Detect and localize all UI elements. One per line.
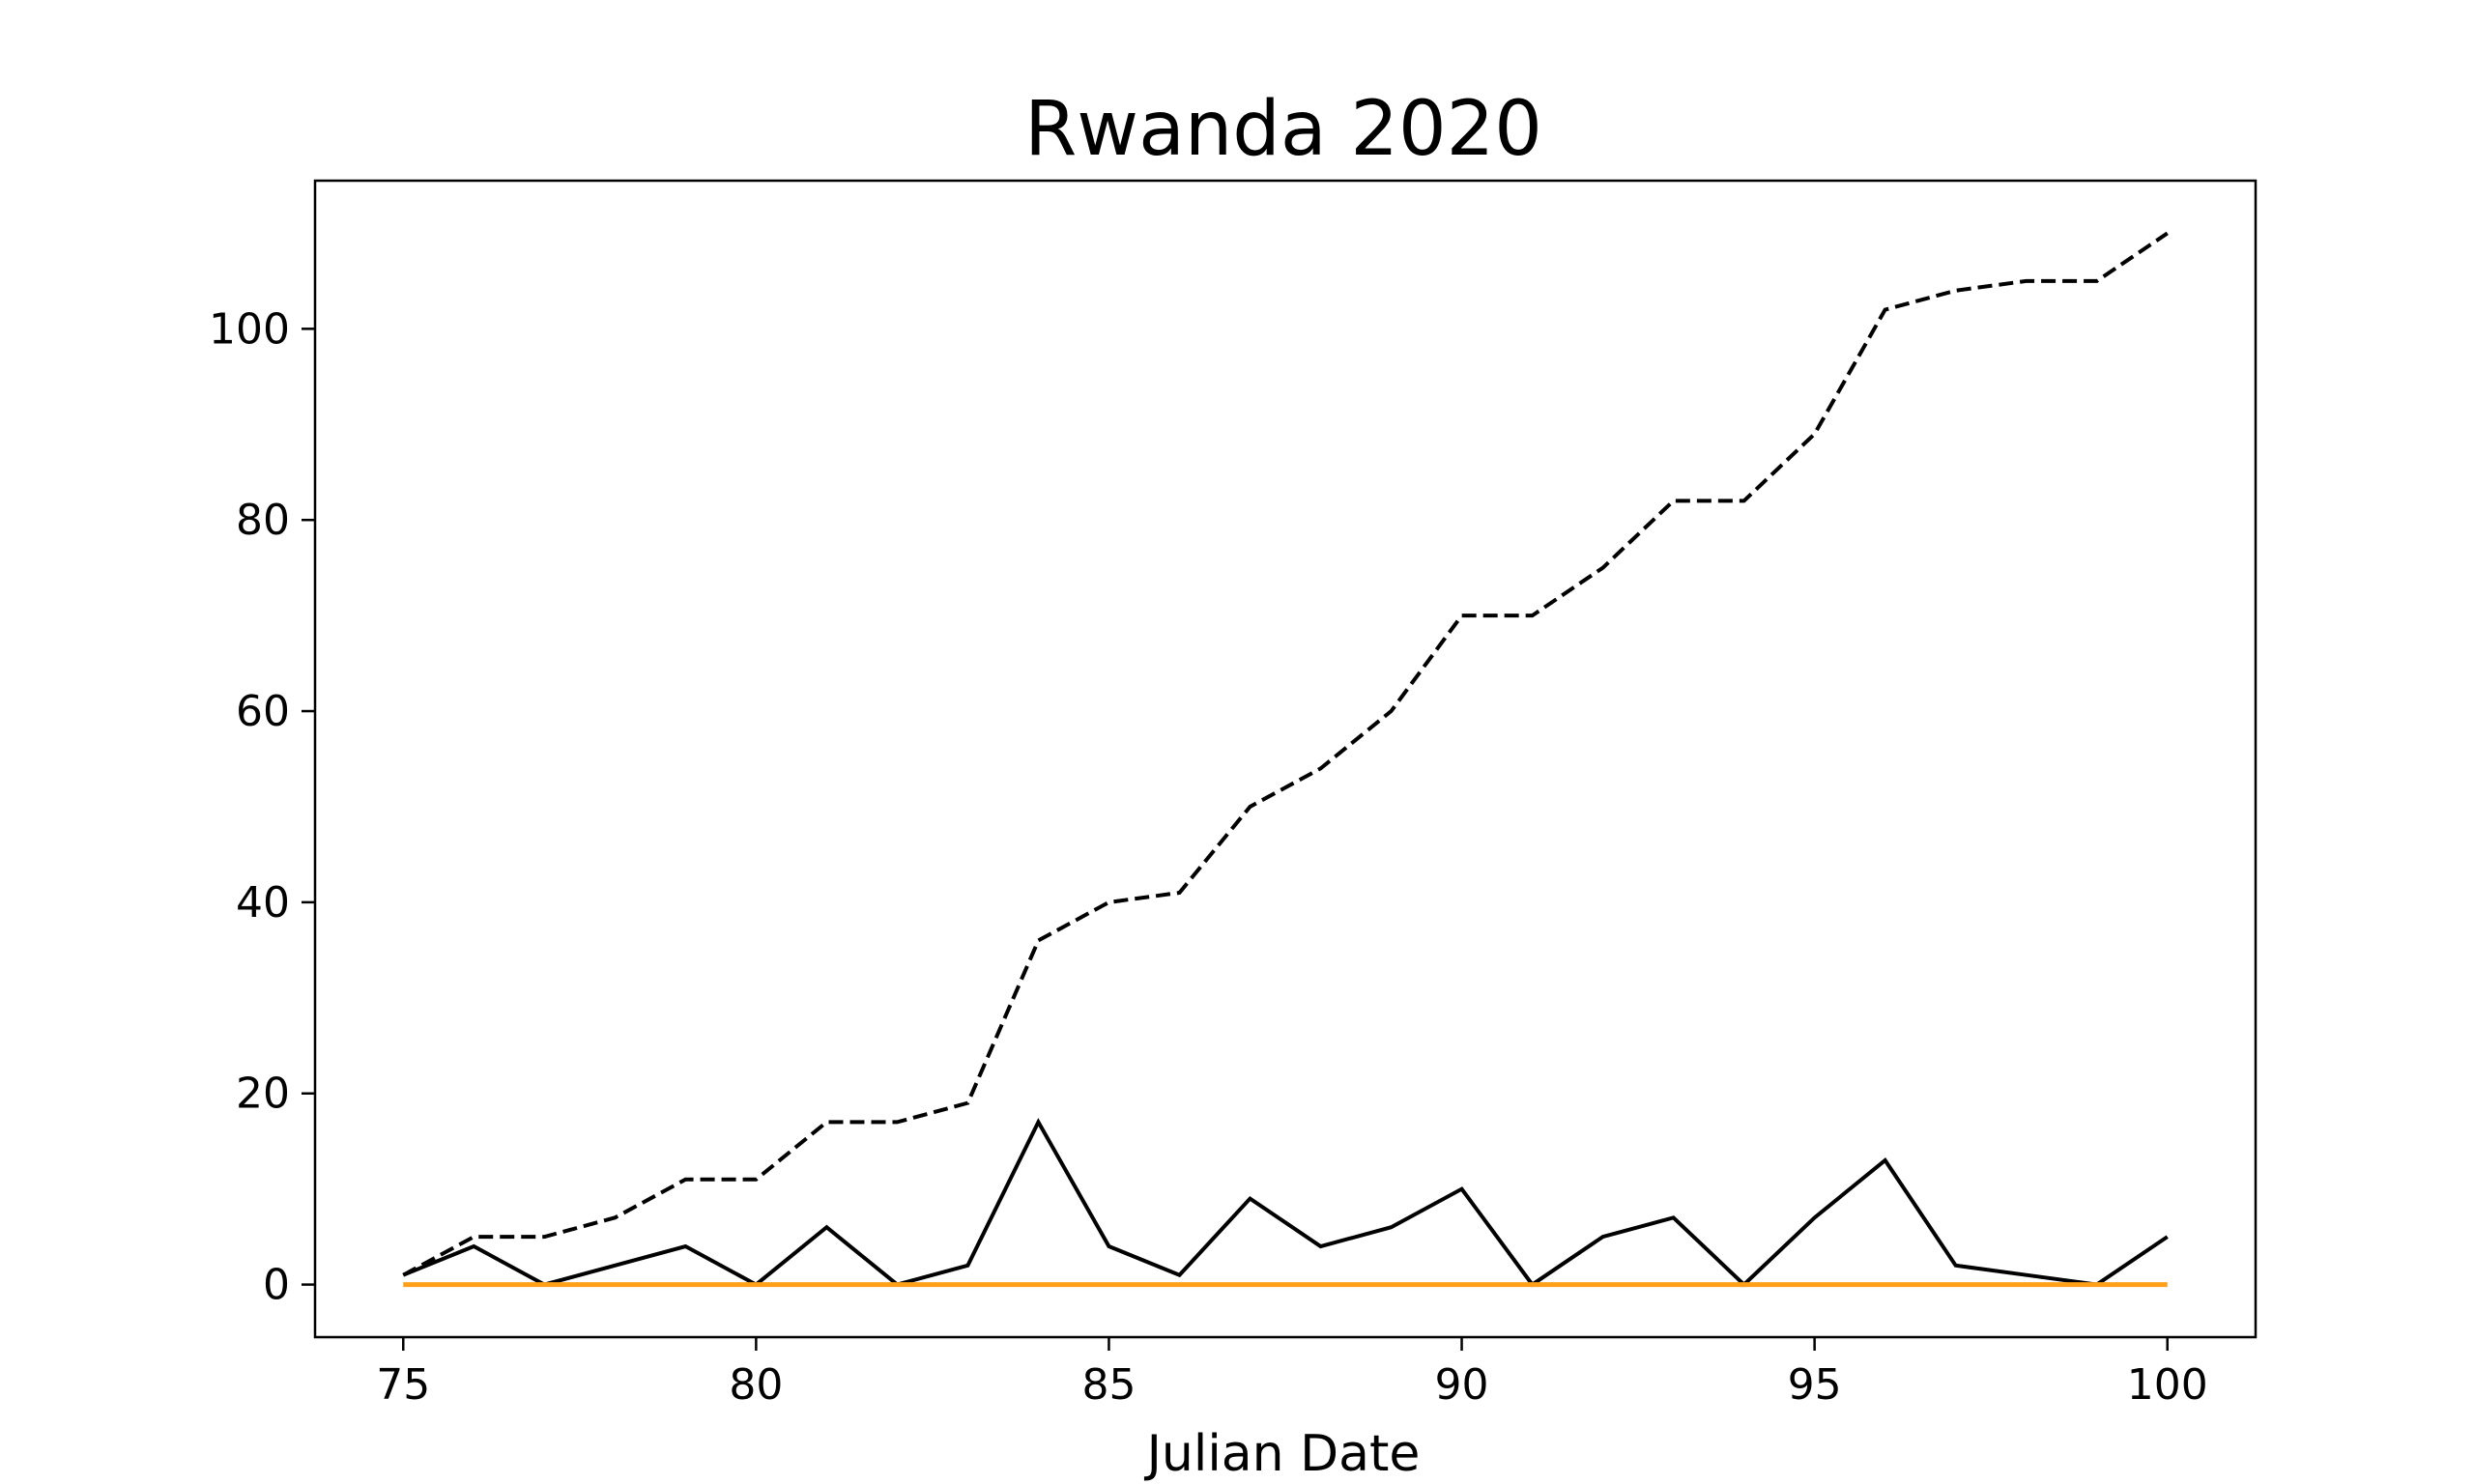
x-axis: 75 80 85 90 95 100 — [376, 1337, 2208, 1410]
series-line-cumulative — [402, 231, 2169, 1277]
plot-area — [402, 231, 2169, 1288]
chart-title: Rwanda 2020 — [1024, 86, 1542, 173]
y-tick-label: 40 — [236, 878, 290, 928]
y-axis: 0 20 40 60 80 100 — [209, 304, 315, 1310]
y-tick-label: 0 — [263, 1261, 290, 1310]
x-tick-label: 85 — [1081, 1360, 1136, 1410]
plot-frame — [313, 179, 2258, 1339]
x-tick-label: 100 — [2127, 1360, 2208, 1410]
y-tick-label: 20 — [236, 1070, 290, 1119]
y-tick-label: 60 — [236, 687, 290, 736]
x-tick-label: 90 — [1435, 1360, 1489, 1410]
x-tick-label: 80 — [729, 1360, 783, 1410]
y-tick-label: 80 — [236, 496, 290, 545]
series-line-daily — [402, 1118, 2169, 1288]
x-tick-label: 75 — [376, 1360, 430, 1410]
x-axis-label: Julian Date — [1144, 1425, 1421, 1483]
x-tick-label: 95 — [1788, 1360, 1842, 1410]
y-tick-label: 100 — [209, 304, 290, 354]
